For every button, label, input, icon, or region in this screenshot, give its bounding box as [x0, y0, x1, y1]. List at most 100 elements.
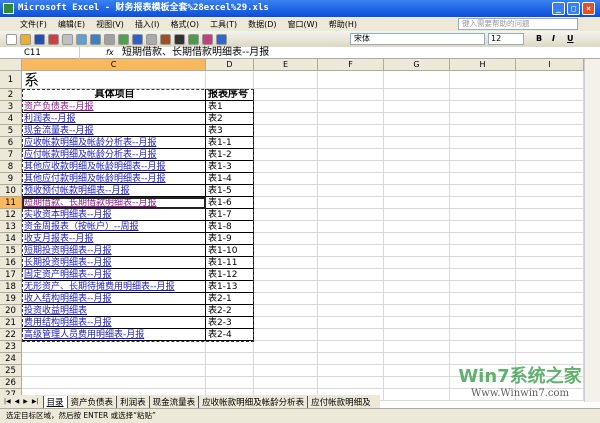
row-header[interactable]: 3 [0, 101, 22, 113]
cell-empty[interactable] [318, 341, 384, 353]
cell-empty[interactable] [516, 329, 584, 341]
cell-empty[interactable] [254, 149, 318, 161]
cell-empty[interactable] [450, 329, 516, 341]
menu-item[interactable]: 窗口(W) [287, 19, 318, 29]
cell-empty[interactable] [384, 353, 450, 365]
cell-empty[interactable] [318, 281, 384, 293]
cell-item[interactable]: 高级管理人员费用明细表-月报 [22, 329, 206, 341]
cell-sheet-number[interactable] [206, 353, 254, 365]
cell-empty[interactable] [516, 305, 584, 317]
cell-empty[interactable] [516, 101, 584, 113]
cell-empty[interactable] [254, 353, 318, 365]
cell-empty[interactable] [450, 389, 516, 401]
cell-empty[interactable] [384, 89, 450, 101]
cell-empty[interactable] [254, 257, 318, 269]
toolbar-button-icon[interactable] [188, 33, 199, 45]
cell-empty[interactable] [384, 293, 450, 305]
cell-sheet-number[interactable]: 表2-1 [206, 293, 254, 305]
underline-button[interactable]: U [567, 34, 574, 43]
cell-empty[interactable] [318, 305, 384, 317]
cell-sheet-number[interactable] [206, 71, 254, 89]
cell-sheet-number[interactable]: 表2 [206, 113, 254, 125]
toolbar-button-icon[interactable] [76, 33, 87, 45]
column-header-I[interactable]: I [516, 59, 584, 71]
cell-empty[interactable] [384, 233, 450, 245]
row-header[interactable]: 20 [0, 305, 22, 317]
minimize-button[interactable]: _ [552, 2, 565, 15]
formula-input[interactable]: 短期借款、长期借款明细表--月报 [122, 47, 270, 58]
row-header[interactable]: 5 [0, 125, 22, 137]
cell-sheet-number[interactable]: 表1-3 [206, 161, 254, 173]
row-header[interactable]: 1 [0, 71, 22, 89]
cell-empty[interactable] [318, 377, 384, 389]
row-header[interactable]: 26 [0, 377, 22, 389]
cell-item[interactable]: 长期投资明细表--月报 [22, 257, 206, 269]
cell-item[interactable]: 收支月报表--月报 [22, 233, 206, 245]
cell-empty[interactable] [384, 185, 450, 197]
cell-empty[interactable] [384, 71, 450, 89]
row-header[interactable]: 23 [0, 341, 22, 353]
cell-empty[interactable] [450, 257, 516, 269]
cell-empty[interactable] [450, 305, 516, 317]
cell-empty[interactable] [450, 125, 516, 137]
cell-empty[interactable] [254, 341, 318, 353]
cell-empty[interactable] [516, 341, 584, 353]
menu-item[interactable]: 编辑(E) [57, 19, 86, 29]
cell-sheet-number[interactable]: 报表序号 [206, 89, 254, 101]
cell-empty[interactable] [516, 137, 584, 149]
column-header-G[interactable]: G [384, 59, 450, 71]
cell-empty[interactable] [384, 317, 450, 329]
cell-empty[interactable] [450, 221, 516, 233]
cell-item[interactable] [22, 377, 206, 389]
cell-empty[interactable] [516, 245, 584, 257]
cell-empty[interactable] [384, 257, 450, 269]
prev-sheet-button[interactable]: ◀ [14, 398, 20, 405]
cell-empty[interactable] [318, 89, 384, 101]
cell-item[interactable] [22, 341, 206, 353]
cell-empty[interactable] [254, 293, 318, 305]
cell-sheet-number[interactable]: 表3 [206, 125, 254, 137]
cell-empty[interactable] [384, 377, 450, 389]
column-header-C[interactable]: C [22, 59, 206, 71]
column-header-H[interactable]: H [450, 59, 516, 71]
cell-empty[interactable] [384, 197, 450, 209]
cell-sheet-number[interactable]: 表1-8 [206, 221, 254, 233]
cell-sheet-number[interactable]: 表1-1 [206, 137, 254, 149]
cell-empty[interactable] [516, 173, 584, 185]
cell-empty[interactable] [516, 221, 584, 233]
cell-empty[interactable] [318, 197, 384, 209]
cell-empty[interactable] [254, 365, 318, 377]
cell-empty[interactable] [516, 71, 584, 89]
cell-empty[interactable] [516, 257, 584, 269]
row-header[interactable]: 10 [0, 185, 22, 197]
toolbar-button-icon[interactable] [104, 33, 115, 45]
row-header[interactable]: 19 [0, 293, 22, 305]
cell-empty[interactable] [450, 245, 516, 257]
cell-item[interactable]: 应付帐款明细及帐龄分析表--月报 [22, 149, 206, 161]
row-header[interactable]: 11 [0, 197, 22, 209]
cell-empty[interactable] [516, 113, 584, 125]
cell-empty[interactable] [318, 137, 384, 149]
cell-empty[interactable] [254, 137, 318, 149]
cell-sheet-number[interactable]: 表1-10 [206, 245, 254, 257]
row-header[interactable]: 25 [0, 365, 22, 377]
cell-empty[interactable] [254, 221, 318, 233]
cell-empty[interactable] [516, 125, 584, 137]
cell-empty[interactable] [516, 89, 584, 101]
cell-item[interactable]: 系 [22, 71, 206, 89]
cell-empty[interactable] [516, 389, 584, 401]
row-header[interactable]: 16 [0, 257, 22, 269]
cell-empty[interactable] [254, 209, 318, 221]
cell-item[interactable]: 资金周报表（按帐户）--周报 [22, 221, 206, 233]
cell-empty[interactable] [318, 269, 384, 281]
italic-button[interactable]: I [552, 34, 555, 43]
cell-sheet-number[interactable]: 表1-7 [206, 209, 254, 221]
cell-item[interactable]: 利润表--月报 [22, 113, 206, 125]
menu-item[interactable]: 文件(F) [20, 19, 47, 29]
cell-empty[interactable] [254, 377, 318, 389]
cell-empty[interactable] [318, 125, 384, 137]
toolbar-button-icon[interactable] [6, 33, 17, 45]
cell-empty[interactable] [254, 125, 318, 137]
cell-empty[interactable] [254, 185, 318, 197]
column-header-D[interactable]: D [206, 59, 254, 71]
